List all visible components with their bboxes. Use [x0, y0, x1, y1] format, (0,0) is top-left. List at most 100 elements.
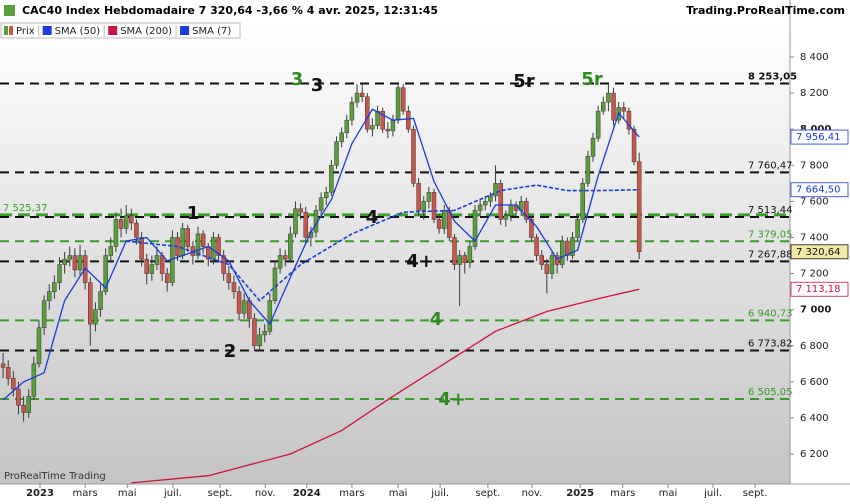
- candle-body: [123, 215, 129, 229]
- level-label: 7 379,05: [748, 229, 793, 240]
- candle-body: [621, 107, 627, 112]
- candle-body: [539, 255, 544, 265]
- level-label: 7 513,44: [748, 205, 793, 216]
- candle-body: [601, 101, 606, 112]
- watermark: ProRealTime Trading: [4, 471, 106, 482]
- candle-body: [436, 219, 442, 229]
- sma-line: [126, 184, 640, 302]
- candle-body: [380, 110, 385, 130]
- legend: Prix SMA (50) SMA (200) SMA (7): [0, 22, 241, 39]
- candle-body: [575, 219, 580, 238]
- candle-body: [277, 255, 283, 269]
- x-tick-label: mars: [339, 488, 364, 499]
- candle-body: [595, 110, 601, 139]
- candle-body: [359, 92, 365, 97]
- candle-body: [108, 246, 114, 256]
- candle-body: [354, 92, 360, 103]
- price-badge-label: 7 113,18: [796, 284, 841, 295]
- candle-body: [5, 367, 11, 379]
- legend-swatch: [42, 26, 52, 35]
- candle-body: [118, 219, 124, 229]
- candle-body: [226, 273, 232, 283]
- candle-body: [529, 219, 534, 238]
- candle-body: [72, 255, 78, 271]
- y-tick-label: 6 200: [800, 449, 829, 460]
- candle-body: [282, 255, 288, 260]
- candle-body: [441, 210, 447, 229]
- x-tick-label: juil.: [163, 488, 182, 499]
- candle-body: [406, 110, 411, 130]
- wave-label: 4+: [406, 251, 434, 272]
- candle-body: [149, 264, 155, 274]
- candle-body: [385, 128, 391, 132]
- candle-body: [252, 318, 257, 347]
- candle-body: [221, 255, 226, 274]
- candle-body: [26, 396, 31, 413]
- candle-body: [113, 219, 119, 247]
- candle-body: [324, 192, 329, 199]
- candle-body: [606, 92, 611, 103]
- candle-body: [462, 255, 468, 263]
- y-tick-label: 7 400: [800, 232, 829, 243]
- candle-body: [590, 137, 596, 157]
- level-label: 6 773,82: [748, 338, 793, 349]
- legend-swatch: [4, 26, 8, 35]
- candle-body: [88, 282, 93, 325]
- candle-body: [580, 183, 586, 220]
- candle-body: [216, 237, 221, 256]
- candle-body: [365, 96, 370, 130]
- candle-body: [21, 405, 26, 413]
- candle-body: [426, 192, 432, 202]
- x-tick-label: juil.: [430, 488, 449, 499]
- candle-body: [636, 161, 642, 253]
- level-label: 7 267,88: [748, 249, 793, 260]
- candle-body: [457, 255, 462, 265]
- header-title: CAC40 Index Hebdomadaire 7 320,64 -3,66 …: [22, 4, 438, 17]
- candle-body: [493, 183, 498, 197]
- level-label: 8 253,05: [748, 72, 797, 83]
- x-tick-label: mars: [73, 488, 98, 499]
- candle-body: [631, 128, 637, 162]
- level-label: 7 525,37: [3, 203, 48, 214]
- price-badge: [790, 182, 849, 198]
- candle-body: [236, 291, 242, 314]
- candle-body: [195, 233, 201, 256]
- candle-body: [257, 334, 262, 347]
- candle-body: [98, 291, 103, 310]
- y-tick-label: 7 800: [800, 160, 829, 171]
- candle-body: [67, 255, 73, 260]
- sma-line: [2, 108, 640, 401]
- candle-body: [272, 267, 278, 301]
- candle-body: [344, 119, 350, 134]
- level-label: 6 940,73: [748, 308, 793, 319]
- candle-body: [11, 377, 16, 390]
- candle-body: [467, 246, 473, 263]
- y-tick-label: 8 200: [800, 88, 829, 99]
- candle-body: [390, 119, 396, 132]
- candle-body: [103, 255, 108, 292]
- candle-body: [185, 228, 191, 247]
- candle-body: [16, 388, 21, 406]
- candle-body: [159, 255, 165, 274]
- x-tick-label: mai: [389, 488, 408, 499]
- candle-body: [395, 87, 401, 121]
- legend-swatch: [9, 26, 13, 35]
- candle-body: [247, 300, 252, 319]
- candle-body: [288, 233, 293, 260]
- candle-body: [31, 363, 37, 397]
- site: Trading.ProRealTime.com: [686, 4, 845, 17]
- legend-label: SMA (200): [120, 26, 172, 37]
- y-tick-label: 6 800: [800, 341, 829, 352]
- x-tick-label: mai: [659, 488, 678, 499]
- x-tick-label: sept.: [208, 488, 233, 499]
- y-tick-label: 6 400: [800, 413, 829, 424]
- y-tick-label: 7 000: [800, 305, 831, 316]
- candle-body: [498, 183, 503, 220]
- candle-body: [370, 125, 375, 130]
- x-tick-label: nov.: [522, 488, 543, 499]
- candle-body: [134, 222, 139, 238]
- y-tick-label: 7 600: [800, 196, 829, 207]
- candle-body: [200, 233, 206, 247]
- x-tick-label: mars: [610, 488, 635, 499]
